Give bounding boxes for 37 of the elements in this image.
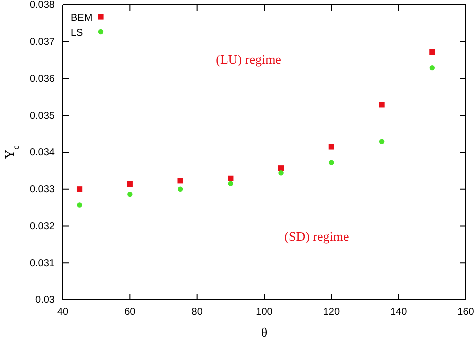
y-tick-label: 0.032 xyxy=(30,221,56,232)
point xyxy=(278,166,284,172)
point xyxy=(77,202,82,208)
y-tick-label: 0.031 xyxy=(30,258,56,270)
point xyxy=(127,181,133,188)
annotation: (SD) regime xyxy=(284,229,350,244)
y-tick-label: 0.038 xyxy=(30,0,56,12)
x-tick-label: 60 xyxy=(124,307,136,318)
x-tick-label: 40 xyxy=(57,307,69,318)
x-tick-label: 80 xyxy=(192,307,204,318)
y-tick-label: 0.03 xyxy=(36,295,56,306)
point xyxy=(178,178,184,184)
x-tick-label: 100 xyxy=(256,307,274,318)
point xyxy=(228,181,234,186)
point xyxy=(128,192,133,198)
point xyxy=(228,176,234,182)
point xyxy=(379,102,385,108)
x-tick-label: 140 xyxy=(390,307,408,318)
point xyxy=(178,186,184,192)
x-tick-label: 160 xyxy=(458,307,474,318)
point xyxy=(278,170,284,176)
point xyxy=(328,144,334,150)
y-tick-label: 0.037 xyxy=(30,37,56,48)
legend-label: LS xyxy=(71,28,84,39)
y-tick-label: 0.035 xyxy=(30,110,56,122)
point xyxy=(430,49,436,55)
annotation: (LU) regime xyxy=(216,52,282,67)
point xyxy=(430,65,436,71)
x-axis-title: θ xyxy=(261,325,268,340)
y-tick-label: 0.036 xyxy=(30,74,56,85)
x-tick-label: 120 xyxy=(323,307,340,318)
y-tick-label: 0.034 xyxy=(30,148,56,159)
point xyxy=(329,160,334,166)
y-tick-label: 0.033 xyxy=(30,184,56,196)
legend-label: BEM xyxy=(71,13,93,24)
point xyxy=(76,186,83,192)
point xyxy=(379,139,385,144)
